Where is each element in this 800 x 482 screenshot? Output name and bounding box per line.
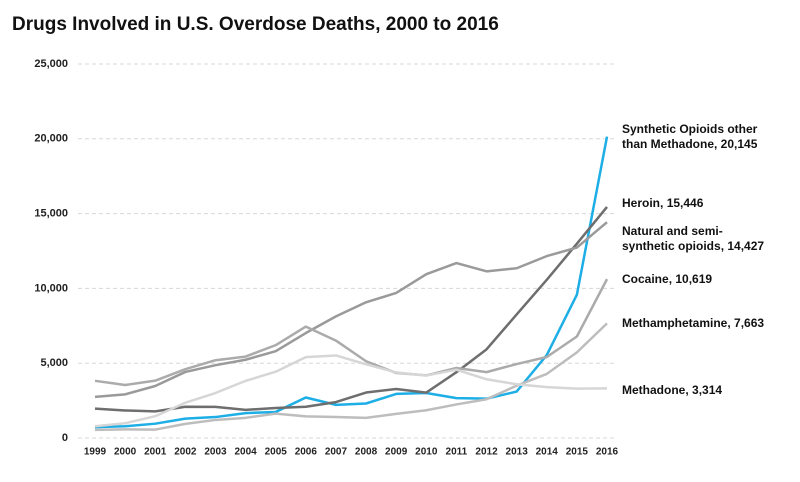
x-tick-label: 2004 bbox=[234, 447, 257, 458]
series-line bbox=[94, 206, 608, 413]
end-label: Heroin15,446 bbox=[622, 196, 772, 211]
end-label: Cocaine10,619 bbox=[622, 272, 772, 287]
y-tick-label: 15,000 bbox=[34, 208, 68, 220]
series-line bbox=[94, 221, 608, 399]
value-label: 15,446 bbox=[660, 196, 703, 210]
series-line bbox=[94, 354, 608, 428]
x-tick-label: 2001 bbox=[144, 447, 167, 458]
x-tick-label: 2015 bbox=[566, 447, 589, 458]
value-label: 7,663 bbox=[727, 316, 764, 330]
x-tick-label: 2005 bbox=[265, 447, 288, 458]
end-label: Synthetic Opioids other than Methadone20… bbox=[622, 122, 772, 152]
end-label: Methadone3,314 bbox=[622, 383, 772, 398]
series-name: Methadone bbox=[622, 383, 686, 397]
y-tick-label: 20,000 bbox=[34, 133, 68, 145]
chart-title: Drugs Involved in U.S. Overdose Deaths, … bbox=[12, 14, 499, 35]
x-tick-label: 2010 bbox=[415, 447, 438, 458]
x-tick-label: 2006 bbox=[295, 447, 318, 458]
x-tick-label: 2009 bbox=[385, 447, 408, 458]
x-tick-label: 2016 bbox=[596, 447, 619, 458]
series-name: Heroin bbox=[622, 196, 661, 210]
x-tick-label: 2014 bbox=[536, 447, 559, 458]
end-label: Methamphetamine7,663 bbox=[622, 316, 772, 331]
x-tick-label: 2012 bbox=[475, 447, 498, 458]
x-tick-label: 2007 bbox=[325, 447, 348, 458]
x-tick-label: 2003 bbox=[204, 447, 227, 458]
x-tick-label: 2011 bbox=[446, 447, 468, 458]
y-tick-label: 25,000 bbox=[34, 58, 68, 70]
x-tick-label: 2008 bbox=[355, 447, 378, 458]
y-tick-label: 10,000 bbox=[34, 282, 68, 294]
series-line bbox=[94, 278, 609, 387]
y-tick-label: 5,000 bbox=[40, 357, 68, 369]
series-line bbox=[94, 136, 609, 429]
value-label: 3,314 bbox=[685, 383, 722, 397]
x-tick-label: 2013 bbox=[506, 447, 529, 458]
end-label: Natural and semi-synthetic opioids14,427 bbox=[622, 224, 772, 254]
value-label: 10,619 bbox=[669, 272, 712, 286]
x-tick-label: 1999 bbox=[84, 447, 107, 458]
series-name: Synthetic Opioids other than Methadone bbox=[622, 122, 758, 151]
value-label: 20,145 bbox=[714, 137, 757, 151]
series-name: Cocaine bbox=[622, 272, 669, 286]
series-name: Methamphetamine bbox=[622, 316, 728, 330]
series-name: Natural and semi-synthetic opioids bbox=[622, 224, 723, 253]
x-tick-label: 2000 bbox=[114, 447, 137, 458]
value-label: 14,427 bbox=[721, 239, 764, 253]
x-tick-label: 2002 bbox=[174, 447, 197, 458]
y-tick-label: 0 bbox=[62, 432, 68, 444]
